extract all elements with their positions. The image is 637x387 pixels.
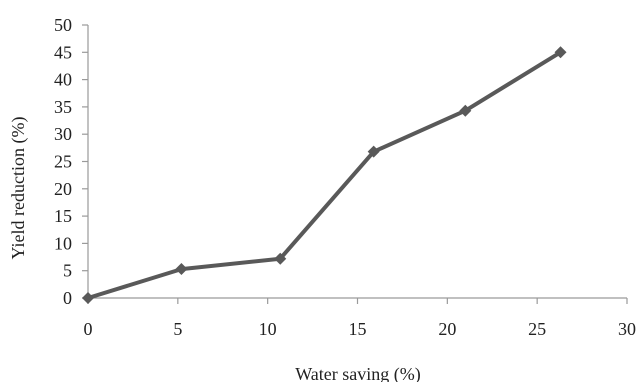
data-point-marker	[82, 292, 94, 304]
data-point-marker	[459, 104, 472, 117]
series	[82, 46, 567, 304]
x-tick-label: 30	[618, 319, 636, 339]
x-axis-ticks: 0 5 10 15 20 25 30	[84, 298, 636, 339]
y-axis-title: Yield reduction (%)	[8, 117, 29, 260]
x-tick-label: 20	[438, 319, 456, 339]
y-tick-label: 35	[54, 97, 72, 117]
data-point-marker	[274, 252, 287, 265]
data-point-marker	[554, 46, 567, 59]
x-tick-label: 0	[84, 319, 93, 339]
y-tick-label: 50	[54, 15, 72, 35]
y-tick-label: 25	[54, 152, 72, 172]
series-line	[87, 50, 562, 300]
y-tick-label: 15	[54, 206, 72, 226]
data-point-marker	[175, 263, 188, 276]
y-tick-label: 0	[63, 288, 72, 308]
axes	[87, 25, 627, 299]
y-axis-ticks: 0 5 10 15 20 25 30 35 40 45 50	[54, 15, 88, 308]
x-tick-label: 10	[259, 319, 277, 339]
y-tick-label: 30	[54, 124, 72, 144]
y-tick-label: 10	[54, 233, 72, 253]
x-tick-label: 25	[528, 319, 546, 339]
x-tick-label: 5	[173, 319, 182, 339]
y-tick-label: 5	[63, 261, 72, 281]
y-tick-label: 20	[54, 179, 72, 199]
x-axis-title: Water saving (%)	[295, 364, 421, 382]
x-tick-label: 15	[349, 319, 367, 339]
y-tick-label: 45	[54, 42, 72, 62]
y-tick-label: 40	[54, 70, 72, 90]
data-point-marker	[367, 145, 380, 158]
